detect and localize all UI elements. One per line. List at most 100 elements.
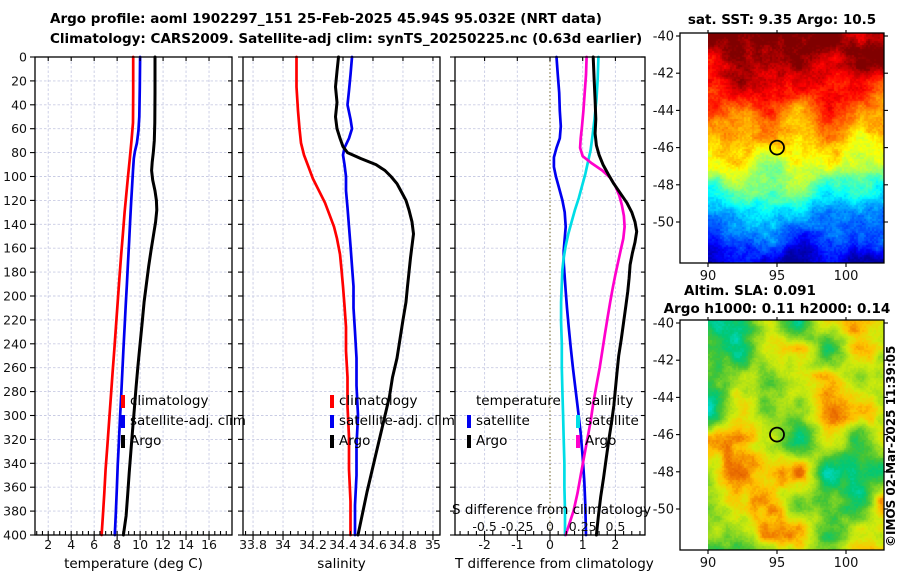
climatology-marker <box>121 394 125 408</box>
temperature-profile-panel: 2 4 6 8 10 12 14 160204060801001201401601802002… <box>3 50 233 552</box>
sla-map-title-line2: Argo h1000: 0.11 h2000: 0.14 <box>663 301 891 317</box>
depth-tick-label: 260 <box>3 360 27 375</box>
temperature-profile-line-climatology <box>100 55 135 537</box>
sst-map-title: sat. SST: 9.35 Argo: 10.5 <box>687 12 877 28</box>
x-tick-label: 34.8 <box>389 537 417 552</box>
lon-tick-label: 90 <box>700 269 717 284</box>
satellite-clim-marker <box>330 414 334 428</box>
lat-tick-label: -48 <box>653 178 674 193</box>
difference-profile-line-t-argo <box>591 55 639 537</box>
legend-heading-label: temperature <box>476 393 561 409</box>
sst-map-axes: 90 95 100 -40 -42 -44 -46 -48 -50 <box>653 30 888 284</box>
depth-tick-label: 40 <box>11 97 27 112</box>
lat-tick-label: -50 <box>653 503 674 518</box>
x-tick-label: 34.2 <box>299 537 327 552</box>
temperature-profile-line-argo <box>121 55 159 537</box>
depth-tick-label: 20 <box>11 73 27 88</box>
lon-tick-label: 100 <box>834 269 859 284</box>
difference-profile-line-s-satellite <box>559 55 600 537</box>
legend-label: satellite-adj. clim <box>339 413 455 429</box>
x-tick-label: 33.8 <box>239 537 267 552</box>
legend-label: satellite <box>585 413 639 429</box>
salinity-profile-line-argo <box>334 55 415 537</box>
lat-tick-label: -50 <box>653 216 674 231</box>
legend-heading: salinity <box>576 391 639 411</box>
legend-row: satellite-adj. clim <box>121 411 246 431</box>
lat-tick-label: -46 <box>653 141 674 156</box>
depth-tick-label: 140 <box>3 217 27 232</box>
legend-heading-label: salinity <box>585 393 634 409</box>
lat-tick-label: -48 <box>653 465 674 480</box>
depth-tick-label: 160 <box>3 241 27 256</box>
legend-row: Argo <box>330 431 455 451</box>
s-tick-label: 0.5 <box>605 519 625 534</box>
legend-label: satellite <box>476 413 530 429</box>
lat-tick-label: -42 <box>653 67 674 82</box>
s-satellite-marker <box>576 414 580 428</box>
main-title-line2: Climatology: CARS2009. Satellite-adj cli… <box>50 31 643 47</box>
x-tick-label: 6 <box>90 537 98 552</box>
imos-watermark: ©IMOS 02-Mar-2025 11:39:05 <box>884 345 898 547</box>
salinity-profile-line-satellite-adj-clim <box>341 55 360 537</box>
s-tick-label: -0.25 <box>501 519 533 534</box>
depth-tick-label: 80 <box>11 145 27 160</box>
lat-tick-label: -44 <box>653 104 674 119</box>
legend-label: Argo <box>339 433 371 449</box>
x-tick-label: -2 <box>478 537 490 552</box>
lat-tick-label: -44 <box>653 391 674 406</box>
legend-label: Argo <box>130 433 162 449</box>
depth-tick-label: 300 <box>3 408 27 423</box>
depth-tick-label: 100 <box>3 169 27 184</box>
depth-tick-label: 220 <box>3 312 27 327</box>
t-difference-axis-label: T difference from climatology <box>455 556 654 572</box>
map-box <box>679 319 885 551</box>
s-tick-label: 0.25 <box>569 519 597 534</box>
depth-tick-label: 180 <box>3 265 27 280</box>
legend-row: climatology <box>121 391 246 411</box>
depth-tick-label: 320 <box>3 432 27 447</box>
depth-tick-label: 380 <box>3 504 27 519</box>
legend-row: satellite <box>576 411 639 431</box>
argo-marker <box>330 434 334 448</box>
s-tick-label: 0 <box>546 519 554 534</box>
x-tick-label: 2 <box>44 537 52 552</box>
lon-tick-label: 90 <box>700 556 717 571</box>
sla-map-canvas <box>708 320 884 550</box>
x-tick-label: 34.4 <box>329 537 357 552</box>
s-argo-marker <box>576 434 580 448</box>
lat-tick-label: -40 <box>653 30 674 45</box>
difference-profile-line-s-argo <box>564 55 626 537</box>
depth-tick-label: 400 <box>3 528 27 543</box>
lon-tick-label: 95 <box>769 269 786 284</box>
x-tick-label: 34 <box>275 537 291 552</box>
legend-row: Argo <box>467 431 561 451</box>
depth-tick-label: 200 <box>3 289 27 304</box>
depth-tick-label: 240 <box>3 336 27 351</box>
satellite-clim-marker <box>121 414 125 428</box>
legend-row: satellite <box>467 411 561 431</box>
legend-row: Argo <box>576 431 639 451</box>
x-tick-label: 8 <box>113 537 121 552</box>
lat-tick-label: -40 <box>653 317 674 332</box>
legend-label: satellite-adj. clim <box>130 413 246 429</box>
legend-row: satellite-adj. clim <box>330 411 455 431</box>
float-position-marker <box>769 426 785 443</box>
temperature-legend: climatology satellite-adj. clim Argo <box>121 391 246 451</box>
difference-profile-panel: -2 -0.5 -1 -0.25 0 0 1 0.25 2 0.5 <box>450 55 646 552</box>
depth-tick-label: 0 <box>19 50 27 65</box>
climatology-marker <box>330 394 334 408</box>
lon-tick-label: 100 <box>834 556 859 571</box>
lat-tick-label: -42 <box>653 354 674 369</box>
x-tick-label: 34.6 <box>359 537 387 552</box>
legend-label: climatology <box>130 393 209 409</box>
float-position-marker <box>769 139 785 156</box>
x-tick-label: 1 <box>579 537 587 552</box>
x-tick-label: 35 <box>425 537 441 552</box>
s-difference-axis-label: S difference from climatology <box>452 502 652 518</box>
temperature-profile-line-satellite-adj-clim <box>113 55 142 537</box>
x-tick-label: 12 <box>155 537 171 552</box>
depth-tick-label: 280 <box>3 384 27 399</box>
legend-row: climatology <box>330 391 455 411</box>
